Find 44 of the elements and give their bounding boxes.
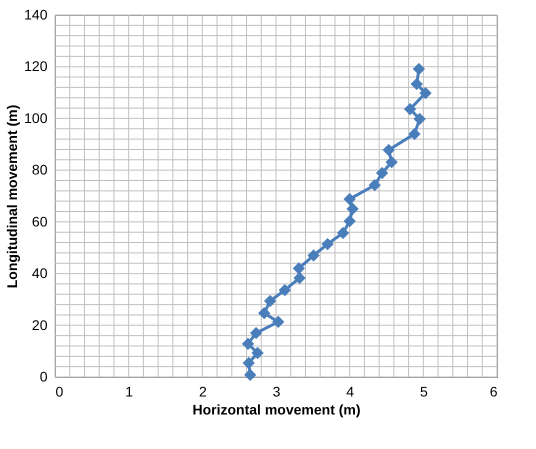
y-tick-label: 20 (32, 316, 48, 333)
point (412, 62, 426, 76)
point (368, 179, 381, 192)
point (414, 112, 426, 126)
point (376, 166, 388, 180)
x-tick-label: 3 (272, 384, 281, 400)
point (307, 249, 320, 262)
y-tick-label: 60 (32, 213, 48, 230)
point (344, 214, 356, 228)
x-tick-label: 4 (346, 384, 354, 400)
point (336, 226, 350, 240)
point (278, 284, 291, 296)
y-tick-label: 140 (24, 6, 48, 22)
point (346, 202, 359, 216)
point (404, 102, 416, 116)
point (293, 272, 306, 284)
point (264, 294, 276, 308)
x-tick-label: 5 (420, 384, 428, 400)
y-tick-label: 40 (32, 265, 48, 282)
y-tick-label: 80 (32, 162, 48, 178)
x-tick-label: 6 (490, 384, 498, 400)
point (242, 356, 255, 370)
x-axis-title: Horizontal movement (m) (192, 402, 361, 418)
point (242, 338, 254, 350)
point (292, 262, 305, 275)
point (244, 368, 256, 382)
point (344, 192, 356, 206)
point (251, 346, 264, 360)
point (321, 238, 334, 250)
point (272, 316, 284, 328)
point (258, 307, 270, 320)
x-tick-label: 2 (198, 384, 207, 400)
point (410, 78, 423, 90)
x-tick-label: 0 (56, 384, 64, 400)
point (419, 86, 432, 100)
y-tick-label: 0 (40, 368, 48, 384)
y-tick-label: 120 (24, 58, 48, 74)
x-tick-label: 1 (125, 384, 134, 400)
y-tick-label: 100 (24, 110, 48, 126)
point (386, 156, 398, 168)
point (250, 326, 262, 340)
point (408, 128, 421, 140)
y-axis-title: Longitudinal movement (m) (4, 104, 20, 288)
point (382, 144, 395, 156)
